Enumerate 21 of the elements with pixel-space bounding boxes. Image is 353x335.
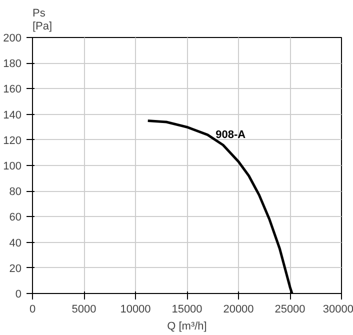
y-tick-label: 20 <box>9 262 22 275</box>
y-tick-label: 200 <box>3 32 22 44</box>
x-tick-label: 0 <box>29 304 36 316</box>
y-tick-label: 180 <box>3 58 22 70</box>
y-tick-label: 0 <box>15 288 22 300</box>
y-tick-label: 140 <box>3 109 22 122</box>
y-tick-label: 100 <box>3 160 22 172</box>
x-tick-label: 10000 <box>120 304 151 316</box>
x-tick-label: 25000 <box>274 304 306 316</box>
y-tick-label: 40 <box>9 237 22 250</box>
y-tick-label: 60 <box>9 212 22 224</box>
x-tick-label: 5000 <box>72 304 96 316</box>
y-axis-title: Ps [Pa] <box>32 7 52 32</box>
y-tick-label: 80 <box>9 186 22 198</box>
y-tick-label: 160 <box>3 84 22 96</box>
x-tick-label: 20000 <box>223 304 254 316</box>
series-label: 908-A <box>216 128 246 141</box>
x-axis-title: Q [m³/h] <box>167 320 207 332</box>
x-tick-label: 15000 <box>172 304 202 316</box>
x-tick-label: 30000 <box>322 304 353 316</box>
y-tick-label: 120 <box>3 134 22 147</box>
